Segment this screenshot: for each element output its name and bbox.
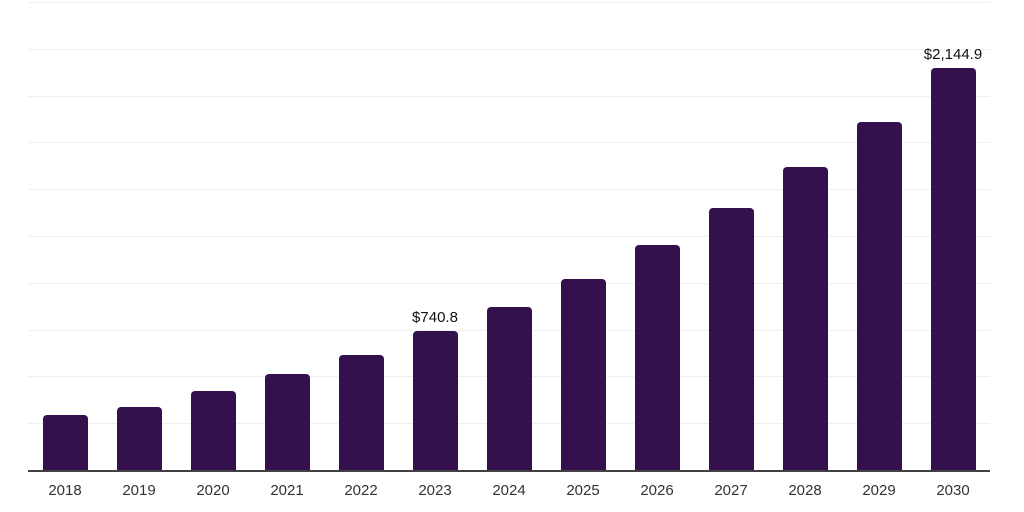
data-label-2030: $2,144.9 — [923, 46, 983, 64]
gridline — [28, 95, 990, 97]
plot-area: $740.8 $2,144.9 — [28, 2, 990, 472]
gridline — [28, 142, 990, 144]
bar-2028 — [782, 166, 828, 470]
x-axis: 2018 2019 2020 2021 2022 2023 2024 2025 2026 2027… — [28, 472, 990, 512]
data-label-2023: $740.8 — [412, 309, 458, 327]
bar-2021 — [264, 373, 310, 470]
x-tick-2018: 2018 — [48, 482, 82, 499]
bar-2025 — [560, 279, 606, 470]
x-tick-2022: 2022 — [344, 482, 378, 499]
bar-2022 — [338, 354, 384, 470]
x-tick-2026: 2026 — [640, 482, 674, 499]
x-tick-2023: 2023 — [418, 482, 452, 499]
bar-2018 — [42, 414, 88, 470]
bar-2024 — [486, 307, 532, 470]
gridline — [28, 2, 990, 3]
bar-2019 — [116, 407, 162, 470]
bar-2020 — [190, 391, 236, 470]
x-tick-2027: 2027 — [714, 482, 748, 499]
x-tick-2029: 2029 — [862, 482, 896, 499]
bar-2027 — [708, 207, 754, 470]
x-tick-2019: 2019 — [122, 482, 156, 499]
gridline — [28, 282, 990, 284]
x-tick-2028: 2028 — [788, 482, 822, 499]
bar-2026 — [634, 245, 680, 470]
bar-2029 — [856, 121, 902, 470]
x-tick-2024: 2024 — [492, 482, 526, 499]
gridline — [28, 48, 990, 50]
x-tick-2030: 2030 — [936, 482, 970, 499]
x-tick-2020: 2020 — [196, 482, 230, 499]
bar-2023 — [412, 331, 458, 470]
gridline — [28, 189, 990, 191]
x-tick-2025: 2025 — [566, 482, 600, 499]
gridline — [28, 236, 990, 237]
x-tick-2021: 2021 — [270, 482, 304, 499]
bar-2030 — [930, 68, 976, 470]
